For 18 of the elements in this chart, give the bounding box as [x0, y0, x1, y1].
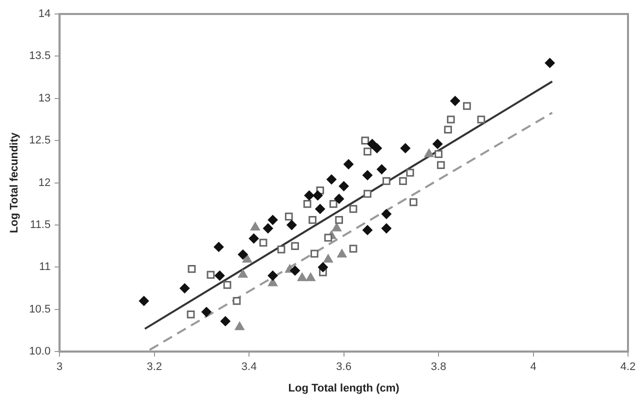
- x-tick-label: 3: [56, 361, 63, 374]
- y-tick-label: 14: [38, 8, 51, 20]
- x-tick-label: 4: [530, 361, 536, 374]
- x-axis-title: Log Total length (cm): [288, 382, 400, 394]
- x-tick-label: 3.8: [430, 361, 446, 374]
- x-tick-label: 3.6: [336, 361, 352, 374]
- y-tick-label: 13: [38, 92, 51, 104]
- x-tick-label: 4.2: [620, 361, 636, 374]
- x-tick-label: 3.2: [146, 361, 162, 374]
- y-tick-label: 12.5: [29, 134, 51, 147]
- x-tick-label: 3.4: [241, 361, 257, 374]
- y-tick-label: 11: [39, 261, 51, 274]
- y-tick-label: 11.5: [30, 219, 51, 232]
- y-tick-label: 10.5: [29, 303, 51, 316]
- y-axis-title: Log Total fecundity: [8, 132, 21, 234]
- y-tick-label: 12: [38, 176, 51, 189]
- y-tick-label: 13.5: [29, 50, 51, 62]
- y-tick-label: 10.0: [29, 346, 51, 358]
